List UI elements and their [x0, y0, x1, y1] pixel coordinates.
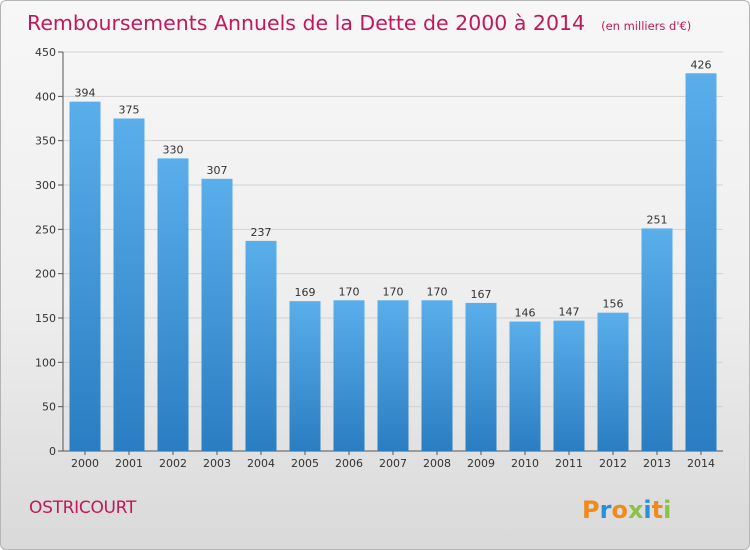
bar-value-label-2005: 169 — [295, 286, 316, 299]
bar-2006 — [333, 300, 365, 451]
x-tick-label-2004: 2004 — [247, 457, 275, 470]
bar-2013 — [641, 228, 673, 451]
bar-value-label-2003: 307 — [207, 164, 228, 177]
bar-value-label-2009: 167 — [471, 288, 492, 301]
y-tick-label-300: 300 — [35, 179, 56, 192]
x-tick-label-2002: 2002 — [159, 457, 187, 470]
x-tick-label-2014: 2014 — [687, 457, 715, 470]
y-tick-label-250: 250 — [35, 223, 56, 236]
bars: 394 375 330 307 237 169 170 170 170 167 146 147 156 2… — [69, 58, 717, 452]
x-tick-label-2010: 2010 — [511, 457, 539, 470]
bar-value-label-2007: 170 — [383, 285, 404, 298]
bar-2001 — [113, 118, 145, 451]
bar-2004 — [245, 240, 277, 451]
bar-value-label-2001: 375 — [119, 104, 140, 117]
bar-value-label-2004: 237 — [251, 226, 272, 239]
x-tick-label-2006: 2006 — [335, 457, 363, 470]
y-tick-label-50: 50 — [42, 401, 56, 414]
y-tick-label-350: 350 — [35, 135, 56, 148]
bar-2010 — [509, 321, 541, 451]
bar-value-label-2014: 426 — [691, 58, 712, 71]
x-tick-label-2003: 2003 — [203, 457, 231, 470]
x-tick-label-2012: 2012 — [599, 457, 627, 470]
proxiti-logo: Proxiti — [582, 496, 671, 524]
bar-value-label-2011: 147 — [559, 306, 580, 319]
chart-title: Remboursements Annuels de la Dette de 20… — [27, 11, 691, 35]
y-tick-label-400: 400 — [35, 90, 56, 103]
bar-value-label-2012: 156 — [603, 298, 624, 311]
x-tick-label-2013: 2013 — [643, 457, 671, 470]
x-tick-label-2000: 2000 — [71, 457, 99, 470]
y-tick-label-0: 0 — [49, 445, 56, 458]
y-tick-label-200: 200 — [35, 268, 56, 281]
x-tick-label-2001: 2001 — [115, 457, 143, 470]
bar-value-label-2006: 170 — [339, 285, 360, 298]
bar-2007 — [377, 300, 409, 451]
x-tick-label-2011: 2011 — [555, 457, 583, 470]
bar-2014 — [685, 73, 717, 451]
x-tick-label-2007: 2007 — [379, 457, 407, 470]
y-tick-label-450: 450 — [35, 46, 56, 59]
bar-value-label-2010: 146 — [515, 307, 536, 320]
axes: 0 50 100 150 200 250 300 350 400 450 2000 2001 2002 2… — [35, 46, 723, 470]
bar-2012 — [597, 312, 629, 451]
bar-2011 — [553, 320, 585, 451]
bar-2008 — [421, 300, 453, 451]
x-tick-label-2005: 2005 — [291, 457, 319, 470]
bar-value-label-2002: 330 — [163, 143, 184, 156]
y-tick-label-100: 100 — [35, 356, 56, 369]
chart-title-main: Remboursements Annuels de la Dette de 20… — [27, 11, 585, 35]
x-tick-label-2008: 2008 — [423, 457, 451, 470]
y-tick-label-150: 150 — [35, 312, 56, 325]
commune-name: OSTRICOURT — [29, 498, 137, 518]
bar-value-label-2013: 251 — [647, 213, 668, 226]
bar-2003 — [201, 178, 233, 451]
bar-2009 — [465, 302, 497, 451]
bar-2005 — [289, 301, 321, 451]
x-tick-label-2009: 2009 — [467, 457, 495, 470]
bar-value-label-2008: 170 — [427, 285, 448, 298]
bar-value-label-2000: 394 — [75, 87, 96, 100]
bar-2002 — [157, 158, 189, 451]
bar-2000 — [69, 101, 101, 452]
chart-title-unit: (en milliers d'€) — [601, 19, 691, 33]
